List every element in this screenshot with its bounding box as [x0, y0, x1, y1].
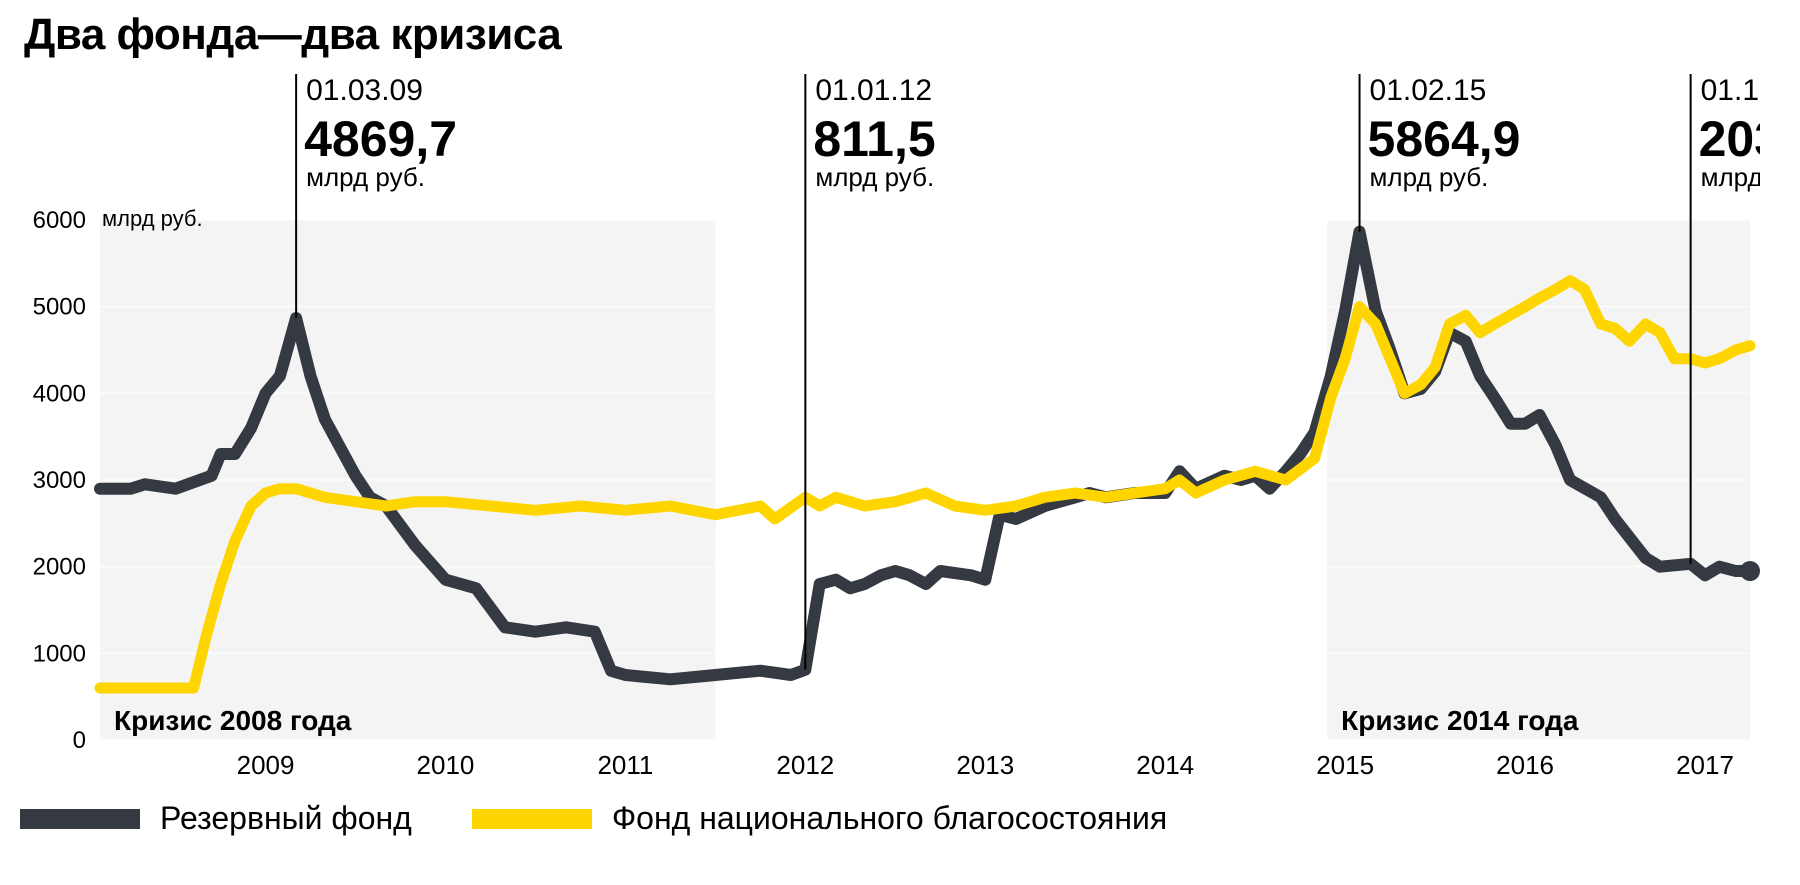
svg-text:5864,9: 5864,9	[1368, 111, 1521, 167]
svg-text:2032,7: 2032,7	[1699, 111, 1760, 167]
svg-text:млрд руб.: млрд руб.	[306, 162, 425, 192]
legend-item-reserve: Резервный фонд	[20, 800, 412, 837]
svg-text:2011: 2011	[597, 750, 653, 780]
svg-text:2014: 2014	[1136, 750, 1194, 780]
legend-label: Резервный фонд	[160, 800, 412, 837]
svg-text:3000: 3000	[33, 467, 86, 494]
svg-text:5000: 5000	[33, 294, 86, 321]
svg-text:Кризис 2008 года: Кризис 2008 года	[114, 705, 352, 736]
svg-text:0: 0	[73, 727, 86, 754]
svg-text:1000: 1000	[33, 640, 86, 667]
svg-text:2016: 2016	[1496, 750, 1554, 780]
svg-text:01.12.16: 01.12.16	[1701, 74, 1760, 107]
svg-text:01.03.09: 01.03.09	[306, 74, 423, 107]
svg-text:6000: 6000	[33, 207, 86, 234]
svg-text:2009: 2009	[237, 750, 295, 780]
legend-swatch	[472, 809, 592, 829]
svg-text:млрд руб.: млрд руб.	[1370, 162, 1489, 192]
chart: 0 1000 2000 3000 4000 5000 6000 млрд руб. 2009 20…	[20, 70, 1760, 790]
legend: Резервный фонд Фонд национального благос…	[20, 800, 1770, 837]
svg-text:Кризис 2014 года: Кризис 2014 года	[1341, 705, 1579, 736]
svg-text:4000: 4000	[33, 380, 86, 407]
chart-title: Два фонда—два кризиса	[24, 10, 1770, 60]
svg-text:2013: 2013	[956, 750, 1014, 780]
svg-text:01.02.15: 01.02.15	[1370, 74, 1487, 107]
svg-text:4869,7: 4869,7	[304, 111, 457, 167]
svg-text:млрд руб.: млрд руб.	[815, 162, 934, 192]
legend-swatch	[20, 809, 140, 829]
svg-text:млрд руб.: млрд руб.	[102, 206, 203, 231]
svg-text:2017: 2017	[1676, 750, 1734, 780]
svg-text:2010: 2010	[417, 750, 475, 780]
svg-text:2012: 2012	[776, 750, 834, 780]
svg-text:2000: 2000	[33, 554, 86, 581]
legend-label: Фонд национального благосостояния	[612, 800, 1167, 837]
legend-item-welfare: Фонд национального благосостояния	[472, 800, 1167, 837]
svg-text:млрд руб.: млрд руб.	[1701, 162, 1760, 192]
svg-text:01.01.12: 01.01.12	[815, 74, 932, 107]
svg-text:2015: 2015	[1316, 750, 1374, 780]
svg-text:811,5: 811,5	[813, 111, 935, 167]
